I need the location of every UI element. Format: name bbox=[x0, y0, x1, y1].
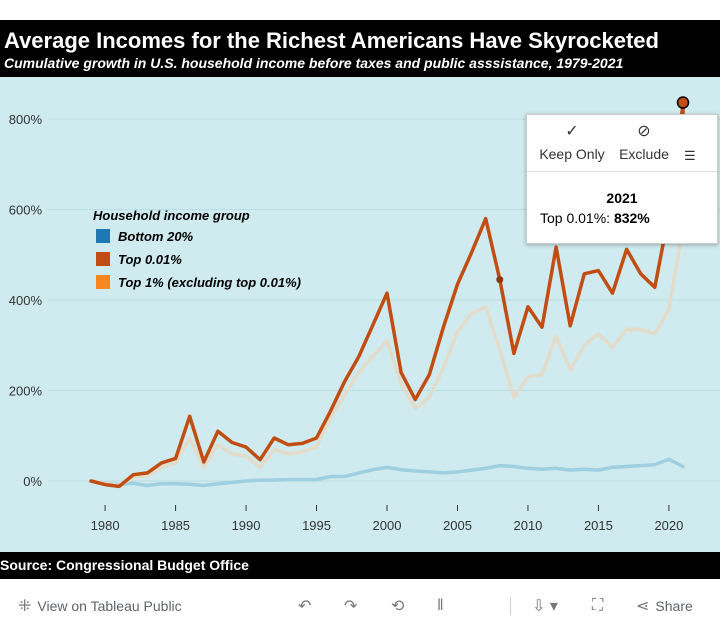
y-tick-label: 400% bbox=[9, 293, 43, 308]
tooltip-divider bbox=[527, 171, 717, 172]
check-icon: ✓ bbox=[565, 123, 579, 140]
axes: 0% 200% 400% 600% 800% 1980 1985 1990 1995 2000 20… bbox=[9, 112, 684, 533]
share-label: Share bbox=[655, 598, 693, 614]
keep-only-label: Keep Only bbox=[539, 146, 605, 162]
chart-title: Average Incomes for the Richest American… bbox=[4, 28, 659, 53]
legend-swatch[interactable] bbox=[96, 275, 110, 289]
x-tick-label: 1980 bbox=[91, 518, 120, 533]
x-tick-label: 1990 bbox=[232, 518, 261, 533]
tooltip: ✓ Keep Only ⊘ Exclude ☰ 2021 Top 0.01%: … bbox=[526, 114, 718, 244]
legend-item-label[interactable]: Top 1% (excluding top 0.01%) bbox=[118, 275, 301, 290]
tableau-logo-icon: ⁜ bbox=[18, 598, 32, 615]
selected-point[interactable] bbox=[676, 96, 690, 109]
x-tick-label: 2010 bbox=[513, 518, 542, 533]
undo-button[interactable]: ↶ bbox=[298, 591, 311, 621]
y-tick-label: 600% bbox=[9, 203, 43, 218]
x-tick-label: 2000 bbox=[373, 518, 402, 533]
redo-button[interactable]: ↷ bbox=[344, 591, 357, 621]
x-tick-label: 1985 bbox=[161, 518, 190, 533]
chart-header: Average Incomes for the Richest American… bbox=[0, 20, 720, 77]
view-on-tableau-label: View on Tableau Public bbox=[37, 598, 182, 614]
fullscreen-button[interactable]: ⛶ bbox=[592, 591, 603, 621]
undo-icon: ↶ bbox=[298, 598, 312, 615]
pause-icon: ‖ bbox=[437, 597, 444, 614]
source-bar: Source: Congressional Budget Office bbox=[0, 552, 720, 579]
view-on-tableau-link[interactable]: ⁜ View on Tableau Public bbox=[18, 591, 182, 621]
series-line-bottom-20[interactable] bbox=[89, 457, 685, 488]
download-icon: ⇩ ▾ bbox=[532, 598, 558, 615]
legend-swatch[interactable] bbox=[96, 229, 110, 243]
series-lines[interactable] bbox=[89, 102, 685, 489]
series-line-top-001[interactable] bbox=[89, 102, 685, 489]
fullscreen-icon: ⛶ bbox=[592, 597, 604, 614]
legend-swatch[interactable] bbox=[96, 252, 110, 266]
y-tick-label: 200% bbox=[9, 384, 43, 399]
exclude-label: Exclude bbox=[619, 146, 669, 162]
download-button[interactable]: ⇩ ▾ bbox=[532, 591, 558, 621]
x-tick-label: 2020 bbox=[654, 518, 683, 533]
legend-item-label[interactable]: Bottom 20% bbox=[118, 229, 194, 244]
tooltip-series-label: Top 0.01%: bbox=[540, 210, 611, 226]
y-tick-label: 800% bbox=[9, 112, 43, 127]
pause-button[interactable]: ‖ bbox=[437, 591, 444, 621]
exclude-icon: ⊘ bbox=[637, 123, 651, 140]
redo-icon: ↷ bbox=[344, 598, 358, 615]
share-icon: ⋖ bbox=[636, 598, 650, 615]
exclude-button[interactable]: ⊘ Exclude bbox=[604, 121, 684, 162]
legend[interactable]: Household income group Bottom 20% Top 0.01… bbox=[93, 208, 301, 290]
tooltip-value-line: Top 0.01%: 832% bbox=[540, 210, 650, 226]
source-text: Source: Congressional Budget Office bbox=[0, 557, 249, 573]
x-tick-label: 2015 bbox=[584, 518, 613, 533]
legend-title: Household income group bbox=[93, 208, 250, 223]
revert-icon: ⟲ bbox=[391, 598, 405, 615]
x-tick-label: 2005 bbox=[443, 518, 472, 533]
line-chart[interactable]: 0% 200% 400% 600% 800% 1980 1985 1990 1995 2000 20… bbox=[0, 77, 720, 552]
top-strip bbox=[0, 0, 720, 20]
chart-subtitle: Cumulative growth in U.S. household inco… bbox=[4, 55, 624, 71]
toolbar-separator bbox=[510, 597, 511, 615]
x-tick-label: 1995 bbox=[302, 518, 331, 533]
series-line-top-1[interactable] bbox=[89, 225, 685, 488]
y-tick-label: 0% bbox=[23, 474, 42, 489]
revert-button[interactable]: ⟲ bbox=[391, 591, 404, 621]
tooltip-value: 832% bbox=[613, 210, 650, 226]
legend-item-label[interactable]: Top 0.01% bbox=[118, 252, 182, 267]
share-button[interactable]: ⋖ Share bbox=[636, 591, 693, 621]
view-data-icon[interactable]: ☰ bbox=[684, 148, 696, 163]
tableau-toolbar: ⁜ View on Tableau Public ↶ ↷ ⟲ ‖ ⇩ ▾ ⛶ ⋖… bbox=[0, 591, 720, 621]
tooltip-year: 2021 bbox=[606, 190, 638, 206]
series-point-marker[interactable] bbox=[496, 276, 504, 284]
keep-only-button[interactable]: ✓ Keep Only bbox=[532, 121, 612, 162]
